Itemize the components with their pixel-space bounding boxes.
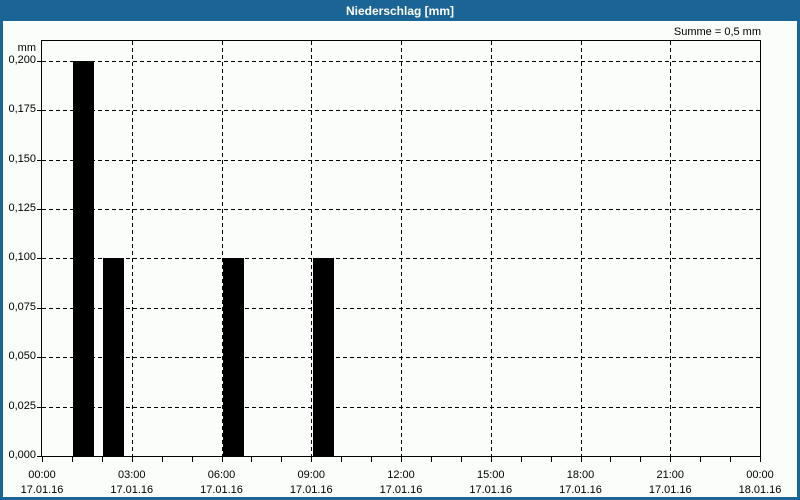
- x-axis-tick: [101, 457, 103, 462]
- y-axis-tick: [37, 406, 41, 408]
- x-axis-tick-label: 15:00 17.01.16: [469, 468, 512, 498]
- x-grid-line: [490, 41, 492, 456]
- x-axis-tick: [490, 457, 492, 462]
- x-grid-line: [221, 41, 223, 456]
- y-axis-tick: [37, 60, 41, 62]
- x-axis-tick: [700, 457, 702, 462]
- x-tick-time: 21:00: [656, 469, 685, 481]
- x-axis-tick: [670, 457, 672, 462]
- y-axis-tick-label: 0,100: [8, 251, 36, 264]
- x-axis-tick: [311, 457, 313, 462]
- x-tick-date: 17.01.16: [200, 484, 243, 496]
- x-axis-tick: [281, 457, 283, 462]
- x-axis-tick-label: 12:00 17.01.16: [380, 468, 423, 498]
- x-grid-line: [131, 41, 133, 456]
- x-axis-tick-label: 21:00 17.01.16: [649, 468, 692, 498]
- x-axis-tick: [42, 457, 43, 462]
- x-axis-tick: [430, 457, 432, 462]
- window-titlebar[interactable]: Niederschlag [mm]: [0, 0, 800, 21]
- x-tick-date: 17.01.16: [379, 484, 423, 496]
- precipitation-bar: [222, 258, 244, 456]
- x-axis-tick: [520, 457, 522, 462]
- precipitation-bar: [103, 258, 125, 456]
- x-axis-tick-label: 09:00 17.01.16: [290, 468, 333, 498]
- y-axis-tick-label: 0,025: [8, 399, 36, 412]
- x-grid-line: [670, 41, 672, 456]
- y-axis-tick: [37, 110, 41, 112]
- x-axis-tick: [131, 457, 133, 462]
- x-tick-time: 00:00: [28, 469, 56, 481]
- x-axis-tick: [191, 457, 193, 462]
- y-axis-tick: [37, 159, 41, 161]
- sum-annotation: Summe = 0,5 mm: [673, 26, 761, 38]
- x-axis-tick: [71, 457, 73, 462]
- x-tick-date: 17.01.16: [648, 484, 692, 496]
- x-axis-tick-label: 18:00 17.01.16: [559, 468, 602, 498]
- x-tick-time: 03:00: [117, 469, 146, 481]
- x-axis-tick: [341, 457, 343, 462]
- x-tick-time: 18:00: [566, 469, 595, 481]
- y-axis-tick: [37, 357, 41, 359]
- y-axis-tick: [37, 307, 41, 309]
- x-tick-time: 06:00: [207, 469, 236, 481]
- y-axis-tick: [37, 456, 41, 457]
- precipitation-bar: [73, 60, 95, 456]
- x-axis-tick-label: 00:00 17.01.16: [21, 468, 64, 498]
- y-axis-tick-label: 0,150: [8, 152, 36, 165]
- y-axis-tick-label: 0,175: [8, 103, 36, 116]
- x-axis-tick: [760, 457, 761, 462]
- x-axis-tick: [610, 457, 612, 462]
- x-tick-time: 09:00: [297, 469, 326, 481]
- x-tick-date: 18.01.16: [738, 484, 782, 496]
- y-axis-tick: [37, 208, 41, 210]
- x-axis-tick: [640, 457, 642, 462]
- x-axis-tick-label: 06:00 17.01.16: [200, 468, 243, 498]
- window-title: Niederschlag [mm]: [345, 3, 455, 18]
- x-tick-date: 17.01.16: [289, 484, 333, 496]
- x-tick-date: 17.01.16: [469, 484, 513, 496]
- y-axis-tick-label: 0,200: [8, 53, 36, 66]
- x-grid-line: [401, 41, 402, 456]
- x-tick-date: 17.01.16: [559, 484, 602, 496]
- x-axis-tick: [251, 457, 253, 462]
- y-axis-tick: [37, 258, 41, 260]
- y-axis-tick-label: 0,125: [8, 201, 36, 214]
- x-axis-tick-label: 03:00 17.01.16: [110, 468, 153, 498]
- y-axis-tick-label: 0,050: [8, 350, 36, 363]
- precipitation-bar: [312, 258, 334, 456]
- x-axis-tick: [371, 457, 373, 462]
- x-axis-tick: [161, 457, 163, 462]
- x-axis-tick: [221, 457, 223, 462]
- x-grid-line: [311, 41, 313, 456]
- x-axis-tick: [730, 457, 732, 462]
- x-tick-date: 17.01.16: [110, 484, 154, 496]
- x-tick-date: 17.01.16: [20, 484, 64, 496]
- x-tick-time: 00:00: [746, 469, 774, 481]
- x-axis-tick: [550, 457, 552, 462]
- y-axis-tick-label: 0,075: [8, 300, 36, 313]
- x-tick-time: 15:00: [476, 469, 505, 481]
- plot-area: [41, 40, 761, 457]
- x-grid-line: [580, 41, 582, 456]
- x-axis-tick-label: 00:00 18.01.16: [739, 468, 782, 498]
- y-axis-tick-label: 0,000: [8, 449, 36, 461]
- y-axis-unit-label: mm: [17, 42, 36, 54]
- x-axis-tick: [401, 457, 402, 462]
- x-axis-tick: [460, 457, 462, 462]
- x-tick-time: 12:00: [387, 469, 415, 481]
- chart-content: Summe = 0,5 mm mm 0,000 0,025 0,050 0,075 0,…: [3, 21, 797, 497]
- x-axis-tick: [580, 457, 582, 462]
